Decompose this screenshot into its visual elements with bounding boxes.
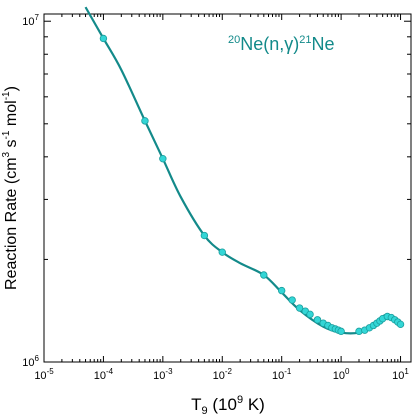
- x-tick-label: 10-3: [153, 367, 173, 382]
- x-tick-label-base: 10: [213, 370, 225, 382]
- y-tick-label: 106: [22, 354, 39, 369]
- data-point: [295, 304, 304, 312]
- data-point: [260, 271, 268, 279]
- x-tick-label-exponent: -4: [106, 367, 114, 376]
- data-point: [99, 34, 108, 43]
- data-point: [306, 310, 314, 319]
- x-axis-ticks: 10-5 10-4 10-3 10-2 10-1 100 101: [34, 14, 409, 382]
- x-label-base: T: [191, 395, 201, 414]
- title-prefix-superscript: 20: [228, 34, 240, 46]
- x-tick-label-base: 10: [333, 370, 345, 382]
- data-point: [288, 296, 296, 304]
- x-tick-label-exponent: 0: [345, 367, 350, 376]
- x-tick-label: 10-4: [94, 367, 114, 382]
- x-tick-label-exponent: -2: [225, 367, 233, 376]
- y-label-sup-2: -1: [1, 130, 12, 139]
- x-tick-label: 101: [392, 367, 409, 382]
- y-tick-label-exponent: 7: [35, 13, 40, 22]
- x-tick-label: 100: [333, 367, 350, 382]
- x-tick-label-exponent: -3: [165, 367, 173, 376]
- y-tick-label-base: 10: [22, 357, 34, 369]
- x-tick-label-exponent: -5: [47, 367, 55, 376]
- x-tick-label: 10-5: [34, 367, 54, 382]
- fit-curve-line: [84, 6, 402, 335]
- y-label-part-a: Reaction Rate (cm: [3, 157, 20, 290]
- plot-frame: [43, 13, 412, 363]
- y-label-part-d: ): [3, 86, 20, 91]
- y-label-part-b: s: [3, 139, 20, 151]
- title-product-superscript: 21: [299, 34, 311, 46]
- x-tick-label: 10-2: [213, 367, 233, 382]
- y-axis-label: Reaction Rate (cm3 s-1 mol-1): [1, 86, 20, 290]
- x-label-rest: (10: [208, 395, 237, 414]
- chart-title: 20Ne(n,γ)21Ne: [228, 34, 335, 54]
- y-label-part-c: mol: [3, 100, 20, 130]
- x-tick-label-base: 10: [272, 370, 284, 382]
- x-tick-label-base: 10: [153, 370, 165, 382]
- x-label-end: K): [243, 395, 265, 414]
- x-tick-label-base: 10: [392, 370, 404, 382]
- y-label-sup-1: 3: [1, 151, 12, 157]
- y-label-sup-3: -1: [1, 91, 12, 100]
- x-tick-label: 10-1: [272, 367, 292, 382]
- data-point: [337, 327, 345, 336]
- data-point: [277, 286, 286, 295]
- x-axis-label: T9 (109 K): [191, 394, 265, 417]
- x-tick-label-exponent: 1: [404, 367, 409, 376]
- series-layer: [84, 6, 405, 336]
- data-point: [313, 316, 322, 324]
- title-product: Ne: [312, 34, 335, 54]
- data-point: [159, 154, 167, 163]
- data-point: [200, 231, 209, 240]
- x-tick-label-base: 10: [34, 370, 46, 382]
- data-point: [218, 248, 226, 256]
- data-point: [141, 117, 149, 125]
- y-tick-label-exponent: 6: [35, 354, 40, 363]
- x-tick-label-exponent: -1: [284, 367, 292, 376]
- title-reaction: Ne(n,γ): [240, 34, 299, 54]
- x-label-superscript: 9: [237, 394, 243, 406]
- y-tick-label-base: 10: [22, 16, 34, 28]
- x-label-subscript: 9: [202, 405, 208, 417]
- data-point: [396, 320, 405, 329]
- x-tick-label-base: 10: [94, 370, 106, 382]
- y-tick-label: 107: [22, 13, 39, 28]
